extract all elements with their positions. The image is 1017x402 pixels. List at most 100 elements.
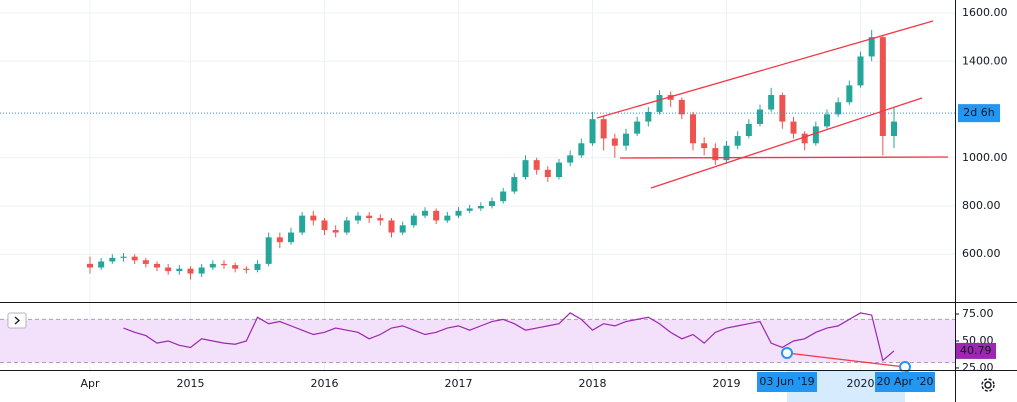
candle-body bbox=[388, 220, 395, 233]
date-label: 20 Apr '20 bbox=[876, 375, 933, 388]
countdown-label: 2d 6h bbox=[963, 106, 994, 119]
candle-body bbox=[422, 210, 428, 216]
y-tick-label: 600.00 bbox=[962, 247, 1001, 260]
candle-body bbox=[600, 119, 607, 139]
anchor[interactable] bbox=[781, 347, 793, 359]
candle-body bbox=[321, 220, 328, 231]
candle-body bbox=[98, 261, 105, 268]
y-tick-label: 1600.00 bbox=[962, 6, 1008, 19]
x-tick-label: Apr bbox=[80, 377, 100, 390]
countdown-box bbox=[958, 104, 1000, 123]
candle-body bbox=[399, 225, 406, 233]
candle-body bbox=[712, 148, 719, 161]
candle-body bbox=[611, 138, 618, 146]
candle-body bbox=[187, 268, 194, 274]
value-label: 40.79 bbox=[960, 344, 992, 357]
x-tick-label: 2018 bbox=[579, 377, 607, 390]
candle-body bbox=[288, 232, 294, 243]
candle-body bbox=[801, 133, 808, 144]
candle-body bbox=[355, 215, 361, 221]
candle-body bbox=[276, 237, 283, 243]
candle-body bbox=[444, 215, 451, 221]
value-box bbox=[956, 342, 996, 359]
candle-body bbox=[511, 177, 518, 192]
candle-body bbox=[466, 208, 473, 211]
candle-body bbox=[757, 109, 763, 124]
candle-body bbox=[846, 85, 853, 103]
collapse-button[interactable] bbox=[7, 312, 27, 329]
candle-body bbox=[556, 162, 562, 178]
candle-body bbox=[623, 133, 629, 146]
rsi-line bbox=[123, 312, 895, 362]
candle-body bbox=[835, 102, 842, 115]
y-tick-label: 800.00 bbox=[962, 199, 1001, 212]
chevron-icon[interactable] bbox=[14, 316, 20, 325]
candle-body bbox=[310, 215, 317, 221]
candle-body bbox=[109, 257, 116, 262]
candle-body bbox=[87, 263, 93, 268]
candle-body bbox=[667, 95, 674, 100]
candle-body bbox=[567, 155, 574, 163]
candle-body bbox=[745, 123, 752, 137]
candle-body bbox=[176, 268, 183, 272]
candle-body bbox=[656, 95, 663, 112]
y-tick-label: 1000.00 bbox=[962, 151, 1008, 164]
candle-body bbox=[522, 160, 529, 178]
candle-body bbox=[332, 230, 339, 233]
gear[interactable] bbox=[984, 381, 992, 389]
candle-body bbox=[645, 111, 652, 122]
candle-body bbox=[634, 121, 641, 134]
candle-body bbox=[299, 215, 306, 233]
trend-lines bbox=[596, 20, 949, 368]
candle-body bbox=[500, 191, 507, 202]
candle-body bbox=[120, 256, 127, 258]
x-tick-label: 2019 bbox=[713, 377, 741, 390]
candle-body bbox=[879, 37, 886, 137]
candle-body bbox=[812, 126, 819, 144]
candle-body bbox=[142, 260, 149, 264]
candle-body bbox=[254, 263, 261, 270]
candle-body bbox=[678, 99, 685, 115]
candle-body bbox=[824, 114, 830, 127]
trend-line bbox=[786, 352, 906, 368]
candle-body bbox=[209, 263, 216, 268]
y-tick-label: 1400.00 bbox=[962, 54, 1008, 67]
y-tick-label: 25.00 bbox=[962, 361, 994, 374]
candle-body bbox=[477, 205, 484, 209]
candle-body bbox=[701, 143, 708, 149]
labels: Apr 2015 2016 2017 2018 2019 2020 600.00 800.00 1… bbox=[80, 6, 1008, 392]
candle-body bbox=[232, 265, 239, 269]
date-box bbox=[757, 372, 817, 392]
candle-body bbox=[533, 160, 540, 170]
candle-body bbox=[578, 143, 585, 156]
candle-body bbox=[868, 37, 875, 57]
candle-body bbox=[154, 263, 160, 268]
button[interactable] bbox=[7, 312, 27, 329]
x-tick-label: 2016 bbox=[311, 377, 339, 390]
trend-line bbox=[619, 156, 949, 159]
x-tick-label: 2017 bbox=[445, 377, 473, 390]
trend-line bbox=[596, 20, 934, 119]
candle-body bbox=[198, 267, 205, 274]
candle-body bbox=[544, 169, 551, 178]
candle-body bbox=[410, 215, 417, 226]
candle-body bbox=[265, 237, 272, 264]
gear[interactable] bbox=[981, 378, 995, 392]
candle-body bbox=[433, 210, 440, 221]
candle-body bbox=[343, 220, 350, 233]
marks bbox=[0, 29, 955, 362]
candle-body bbox=[723, 145, 730, 161]
candle-body bbox=[455, 210, 462, 216]
candle-body bbox=[489, 201, 495, 206]
candle-body bbox=[734, 136, 741, 146]
candle-body bbox=[131, 256, 138, 261]
settings-icon[interactable] bbox=[981, 378, 995, 392]
date-label: 03 Jun '19 bbox=[759, 375, 814, 388]
candle-body bbox=[377, 218, 384, 221]
candle-body bbox=[221, 263, 227, 266]
x-tick-label: 2015 bbox=[177, 377, 205, 390]
candle-body bbox=[243, 268, 250, 270]
trend-line bbox=[650, 97, 923, 189]
candle-body bbox=[891, 121, 897, 137]
